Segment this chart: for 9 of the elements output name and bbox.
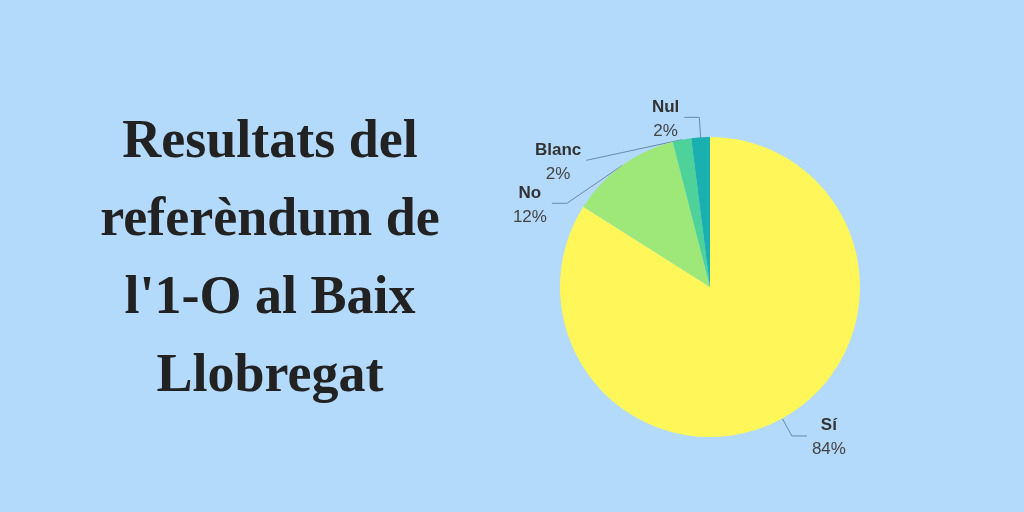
data-label: 2%	[653, 120, 678, 140]
data-label: 12%	[512, 206, 547, 226]
text: Resultats del referèndum de l'1-O al Baix Llobregat	[99, 108, 441, 405]
slice-label: Sí	[820, 415, 839, 435]
slice-label: No	[518, 182, 542, 202]
data-label: 84%	[811, 439, 846, 459]
slice-label: Nul	[651, 96, 680, 116]
slice-label: Blanc	[535, 139, 582, 159]
data-label: 2%	[545, 163, 571, 183]
